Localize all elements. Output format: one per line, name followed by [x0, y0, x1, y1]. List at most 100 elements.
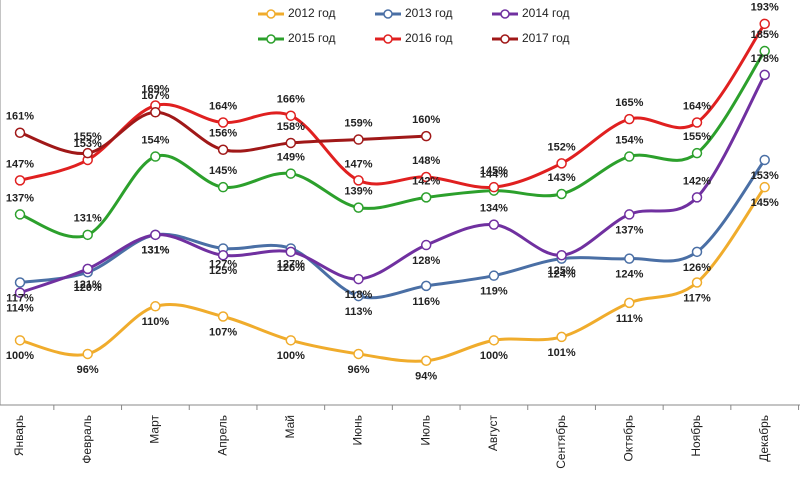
- value-label: 137%: [615, 224, 643, 236]
- value-label: 124%: [548, 269, 576, 281]
- value-label: 143%: [548, 172, 576, 184]
- point: [759, 154, 770, 166]
- value-label: 124%: [615, 269, 643, 281]
- value-label: 149%: [277, 151, 305, 163]
- x-tick-label: Июль: [418, 415, 432, 446]
- legend-marker: [266, 34, 276, 44]
- value-label: 137%: [6, 192, 34, 204]
- value-label: 100%: [277, 350, 305, 362]
- legend-marker: [383, 9, 393, 19]
- value-label: 120%: [74, 282, 102, 294]
- value-label: 156%: [209, 128, 237, 140]
- value-label: 116%: [412, 296, 440, 308]
- value-label: 96%: [77, 364, 99, 376]
- point: [285, 137, 297, 149]
- value-label: 121%: [74, 279, 102, 291]
- value-label: 158%: [277, 121, 305, 133]
- value-label: 131%: [141, 245, 169, 257]
- legend-marker: [383, 34, 393, 44]
- value-label: 155%: [74, 131, 102, 143]
- value-label: 113%: [345, 306, 373, 318]
- value-label: 125%: [209, 265, 237, 277]
- legend-label: 2012 год: [288, 6, 336, 20]
- value-label: 148%: [412, 155, 440, 167]
- legend-marker: [500, 34, 510, 44]
- point: [82, 263, 93, 275]
- point: [420, 171, 432, 183]
- point: [488, 270, 500, 281]
- x-tick-label: Январь: [12, 415, 26, 456]
- x-tick-label: Апрель: [215, 415, 229, 456]
- value-label: 169%: [141, 83, 169, 95]
- point: [691, 246, 703, 258]
- value-label: 145%: [209, 165, 237, 177]
- value-label: 96%: [347, 364, 369, 376]
- value-label: 100%: [480, 350, 508, 362]
- value-label: 111%: [616, 313, 643, 325]
- point: [285, 168, 297, 179]
- point: [420, 192, 432, 203]
- legend-marker: [266, 9, 276, 19]
- value-label: 161%: [6, 111, 34, 123]
- value-label: 94%: [415, 371, 437, 383]
- value-label: 147%: [344, 158, 372, 170]
- point: [82, 348, 93, 360]
- value-label: 127%: [277, 258, 305, 270]
- point: [488, 181, 500, 193]
- point: [217, 181, 229, 193]
- point: [691, 117, 703, 128]
- point: [353, 202, 364, 213]
- point: [150, 151, 161, 162]
- legend-label: 2015 год: [288, 31, 336, 45]
- point: [624, 297, 635, 309]
- value-label: 147%: [6, 158, 34, 170]
- value-label: 153%: [751, 170, 779, 182]
- point: [420, 355, 432, 367]
- point: [217, 144, 229, 155]
- value-label: 164%: [209, 100, 237, 112]
- value-label: 155%: [683, 131, 711, 143]
- value-label: 107%: [209, 326, 237, 338]
- point: [624, 209, 635, 220]
- legend-marker: [500, 9, 510, 19]
- x-tick-label: Май: [283, 415, 297, 439]
- point: [82, 147, 93, 159]
- x-tick-label: Август: [486, 415, 500, 452]
- point: [353, 273, 364, 285]
- x-tick-label: Октябрь: [621, 415, 635, 462]
- x-tick-label: Июнь: [351, 415, 365, 446]
- point: [488, 219, 500, 230]
- point: [353, 290, 364, 302]
- legend-label: 2016 год: [405, 31, 453, 45]
- point: [353, 134, 364, 145]
- point: [14, 175, 26, 186]
- value-label: 144%: [480, 168, 508, 180]
- value-label: 101%: [548, 347, 576, 359]
- point: [14, 209, 26, 220]
- value-label: 160%: [412, 114, 440, 126]
- point: [624, 113, 635, 125]
- point: [624, 253, 635, 264]
- point: [217, 311, 229, 322]
- point: [691, 192, 703, 203]
- point: [556, 331, 567, 343]
- value-label: 139%: [344, 186, 372, 198]
- value-label: 166%: [277, 94, 305, 106]
- value-label: 153%: [74, 138, 102, 150]
- value-label: 154%: [615, 134, 643, 146]
- point: [150, 107, 161, 118]
- value-label: 159%: [344, 117, 372, 129]
- legend-label: 2013 год: [405, 6, 453, 20]
- point: [420, 239, 432, 251]
- value-label: 142%: [683, 175, 711, 187]
- point: [759, 45, 770, 57]
- value-label: 193%: [751, 2, 779, 14]
- value-label: 145%: [480, 165, 508, 177]
- legend-label: 2017 год: [522, 31, 570, 45]
- x-tick-label: Сентябрь: [554, 415, 568, 469]
- point: [759, 181, 770, 193]
- point: [285, 335, 297, 346]
- point: [14, 287, 26, 298]
- point: [14, 277, 26, 288]
- series-line: [19, 22, 766, 189]
